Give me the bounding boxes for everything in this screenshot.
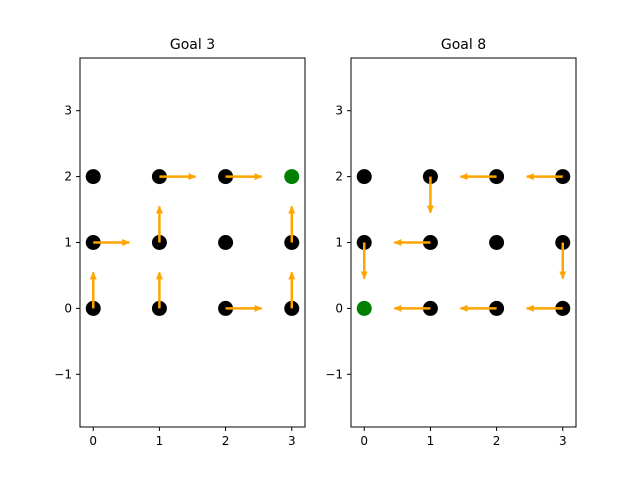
y-tick-label: −1 — [325, 367, 343, 381]
x-tick-label: 1 — [427, 434, 435, 448]
y-tick-label: 1 — [64, 236, 72, 250]
x-tick-label: 2 — [222, 434, 230, 448]
x-tick-label: 2 — [493, 434, 501, 448]
x-tick-label: 0 — [360, 434, 368, 448]
goal-point — [356, 300, 372, 316]
y-tick-label: 1 — [335, 236, 343, 250]
panel-2: Goal 8 0 1 2 3 −1 0 1 2 3 — [325, 37, 577, 448]
state-point — [489, 235, 505, 250]
y-tick-label: 0 — [335, 301, 343, 315]
panel-1: Goal 3 0 1 2 3 −1 0 1 2 3 — [54, 37, 306, 448]
x-tick-label: 3 — [288, 434, 296, 448]
y-tick-label: 3 — [335, 104, 343, 118]
chart-title: Goal 3 — [170, 37, 215, 53]
x-tick-label: 3 — [559, 434, 567, 448]
x-tick-label: 1 — [156, 434, 164, 448]
y-tick-label: 0 — [64, 301, 72, 315]
chart-title: Goal 8 — [441, 37, 486, 53]
y-tick-label: 3 — [64, 104, 72, 118]
state-point — [356, 169, 372, 185]
y-tick-label: 2 — [335, 170, 343, 184]
y-tick-label: 2 — [64, 170, 72, 184]
state-point — [85, 169, 101, 185]
x-tick-label: 0 — [89, 434, 97, 448]
state-point — [218, 235, 234, 250]
goal-point — [284, 169, 300, 185]
y-tick-label: −1 — [54, 367, 72, 381]
axes-frame — [350, 57, 577, 428]
